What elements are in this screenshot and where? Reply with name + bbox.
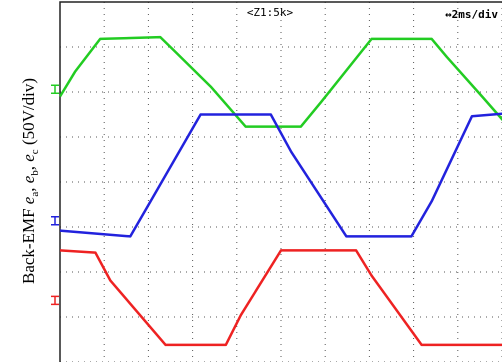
label-part: , [19, 183, 38, 192]
zoom-label: <Z1:5k> [247, 6, 294, 19]
label-part: Back-EMF [19, 204, 38, 284]
y-axis-label: Back-EMF ea, eb, ec (50V/div) [19, 78, 41, 284]
label-part: , [19, 162, 38, 171]
chart: <Z1:5k> ↔2ms/div Back-EMF ea, eb, ec (50… [0, 0, 502, 362]
timebase-label: ↔2ms/div [445, 8, 498, 21]
label-part: (50V/div) [19, 78, 38, 149]
background [0, 0, 502, 362]
